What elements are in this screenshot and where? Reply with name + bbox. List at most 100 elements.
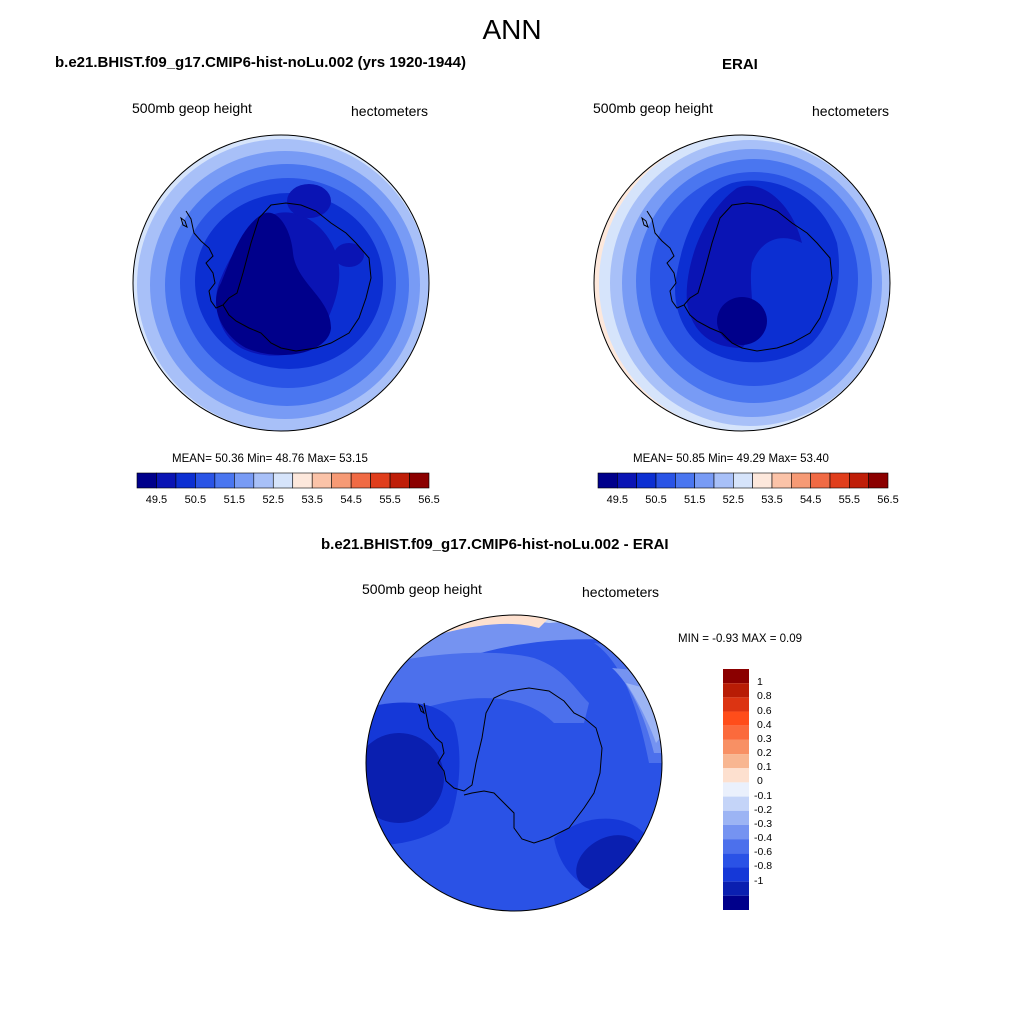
colorbar-swatch [655,472,676,489]
colorbar-tick-label: 49.5 [145,494,168,506]
colorbar-tick-label: 0.1 [757,761,772,774]
panel-2-left-label: 500mb geop height [593,100,713,116]
colorbar-swatch [409,472,430,489]
colorbar-tick-label: 0.2 [757,747,772,760]
colorbar-swatch [868,472,889,489]
colorbar-swatch [156,472,177,489]
colorbar-tick-label: 51.5 [683,494,706,506]
colorbar-swatch [849,472,869,489]
colorbar-tick-label: -1 [754,874,764,887]
colorbar-tick-label: 56.5 [877,494,899,506]
colorbar-tick-label: 54.5 [340,494,362,506]
colorbar-swatch [675,472,695,489]
panel-3-left-label: 500mb geop height [362,581,482,597]
colorbar-swatch [723,754,749,769]
panel-2-colorbar [597,472,889,489]
colorbar-swatch [723,782,749,797]
colorbar-tick-label: 52.5 [262,494,284,506]
colorbar-tick-label: 55.5 [379,494,401,506]
colorbar-swatch [723,697,749,712]
colorbar-swatch [771,472,792,489]
panel-2-stats: MEAN= 50.85 Min= 49.29 Max= 53.40 [633,453,829,465]
panel-1-colorbar [136,472,430,489]
colorbar-tick-label: 55.5 [838,494,861,506]
colorbar-swatch [723,711,749,726]
colorbar-swatch [723,796,749,811]
colorbar-tick-label: 50.5 [645,494,667,506]
colorbar-swatch [752,472,773,489]
panel-1-title: b.e21.BHIST.f09_g17.CMIP6-hist-noLu.002 … [55,54,466,71]
panel-3-stats: MIN = -0.93 MAX = 0.09 [678,633,803,645]
colorbar-tick-label: 52.5 [722,494,745,506]
panel-2-title: ERAI [722,56,758,73]
colorbar-swatch [370,472,391,489]
panel-1-right-label: hectometers [351,103,429,119]
colorbar-tick-label: 1 [757,676,763,689]
colorbar-swatch [311,472,332,489]
panel-3-title: b.e21.BHIST.f09_g17.CMIP6-hist-noLu.002 … [321,536,669,553]
colorbar-swatch [829,472,850,489]
colorbar-swatch [713,472,734,489]
panel-3-right-label: hectometers [582,584,660,600]
figure-title: ANN [482,14,542,45]
colorbar-swatch [636,472,657,489]
colorbar-swatch [723,853,749,868]
colorbar-tick-label: 56.5 [418,494,440,506]
colorbar-swatch [597,472,618,489]
colorbar-swatch [723,839,749,854]
colorbar-swatch [723,824,749,840]
colorbar-tick-label: 0.4 [757,718,772,731]
colorbar-tick-label: 53.5 [301,494,323,506]
colorbar-swatch [195,472,216,489]
colorbar-swatch [723,810,749,825]
colorbar-tick-label: 50.5 [184,494,207,506]
panel-1-left-label: 500mb geop height [132,100,252,116]
panel-1-colorbar-ticks: 49.5 50.5 51.5 52.5 53.5 54.5 55.5 56.5 [137,494,440,508]
panel-2-colorbar-ticks: 49.5 50.5 51.5 52.5 53.5 54.5 55.5 56.5 [598,494,899,508]
panel-3-colorbar [723,669,749,910]
colorbar-swatch [234,472,255,489]
colorbar-tick-label: -0.2 [754,803,773,816]
colorbar-swatch [214,472,235,489]
colorbar-tick-label: -0.4 [754,832,773,845]
panel-3-colorbar-ticks: 1 0.8 0.6 0.4 0.3 0.2 0.1 0 -0.1 -0.2 -0.3 -0.4 -0.6… [752,669,792,910]
colorbar-swatch [723,895,749,910]
colorbar-swatch [136,472,157,489]
colorbar-swatch [810,472,831,489]
colorbar-swatch [617,472,637,489]
colorbar-tick-label: 53.5 [761,494,783,506]
colorbar-swatch [350,472,371,489]
colorbar-tick-label: 0.3 [757,732,772,745]
colorbar-swatch [723,683,749,698]
colorbar-swatch [694,472,715,489]
colorbar-swatch [723,669,749,684]
colorbar-swatch [723,768,749,783]
colorbar-tick-label: 0.6 [757,704,772,717]
colorbar-swatch [723,725,749,740]
colorbar-tick-label: 0.8 [757,690,772,703]
panel-3-map [365,614,663,912]
colorbar-tick-label: -0.1 [754,789,773,802]
colorbar-tick-label: -0.3 [754,817,773,830]
colorbar-swatch [175,472,196,489]
colorbar-swatch [331,472,352,489]
colorbar-swatch [791,472,811,489]
panel-2-right-label: hectometers [812,103,890,119]
colorbar-swatch [253,472,274,489]
colorbar-tick-label: -0.8 [754,860,773,873]
colorbar-tick-label: 49.5 [606,494,629,506]
colorbar-swatch [723,867,749,882]
colorbar-tick-label: -0.6 [754,846,773,859]
colorbar-tick-label: 54.5 [799,494,822,506]
panel-1-stats: MEAN= 50.36 Min= 48.76 Max= 53.15 [172,453,368,465]
panel-1-map [132,134,430,432]
colorbar-swatch [723,739,749,755]
colorbar-swatch [389,472,410,489]
colorbar-swatch [292,472,313,489]
colorbar-swatch [733,472,753,489]
colorbar-tick-label: 51.5 [223,494,246,506]
colorbar-swatch [723,881,749,896]
panel-2-map [593,134,891,432]
colorbar-swatch [272,472,294,489]
colorbar-tick-label: 0 [757,775,763,788]
